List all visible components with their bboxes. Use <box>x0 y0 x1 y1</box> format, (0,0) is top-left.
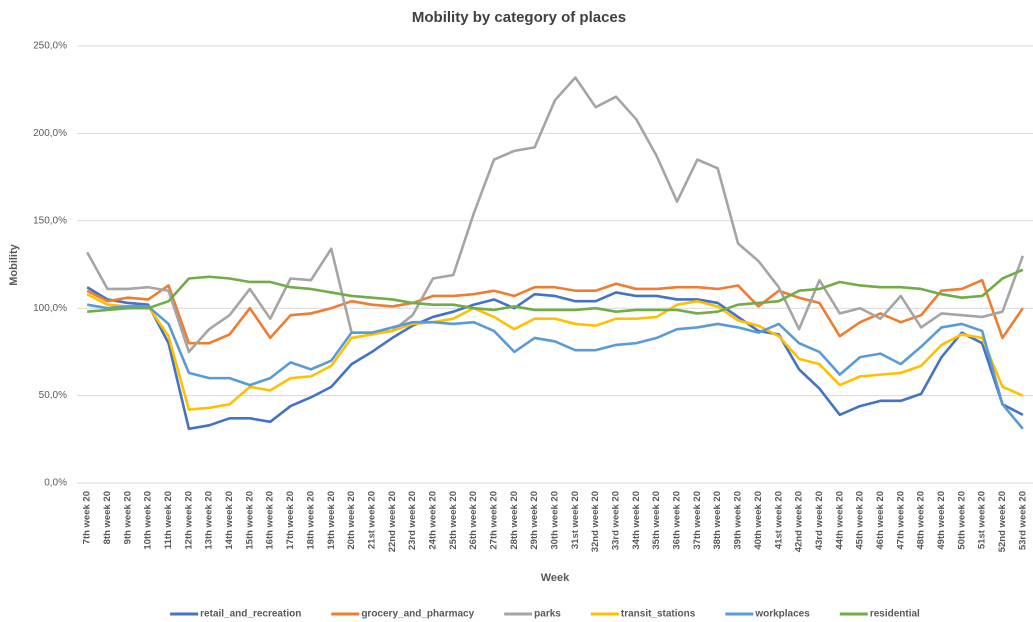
series-line <box>86 76 1025 354</box>
x-tick-label: 25th week 20 <box>448 491 459 550</box>
x-tick-label: 43rd week 20 <box>814 491 825 550</box>
x-tick-label: 14th week 20 <box>224 491 235 550</box>
x-tick-label: 42nd week 20 <box>794 491 805 552</box>
y-tick-label: 100,0% <box>33 303 67 314</box>
x-tick-label: 26th week 20 <box>468 491 479 550</box>
x-axis-title: Week <box>541 572 570 584</box>
x-tick-label: 8th week 20 <box>102 491 113 544</box>
x-tick-label: 16th week 20 <box>265 491 276 550</box>
legend-label: retail_and_recreation <box>200 609 301 620</box>
x-tick-label: 22nd week 20 <box>387 491 398 552</box>
x-tick-label: 18th week 20 <box>305 491 316 550</box>
series-line <box>86 278 1024 345</box>
legend-label: workplaces <box>754 609 810 620</box>
x-tick-label: 46th week 20 <box>875 491 886 550</box>
x-tick-label: 20th week 20 <box>346 491 357 550</box>
x-tick-label: 15th week 20 <box>244 491 255 550</box>
legend-label: grocery_and_pharmacy <box>361 609 474 620</box>
x-tick-label: 19th week 20 <box>326 491 337 550</box>
legend-label: parks <box>534 609 561 620</box>
y-tick-label: 0,0% <box>44 478 67 489</box>
x-tick-label: 17th week 20 <box>285 491 296 550</box>
x-tick-label: 24th week 20 <box>427 491 438 550</box>
x-tick-label: 50th week 20 <box>956 491 967 550</box>
x-tick-label: 44th week 20 <box>834 491 845 550</box>
x-tick-label: 52nd week 20 <box>997 491 1008 552</box>
x-tick-label: 7th week 20 <box>82 491 93 544</box>
x-tick-label: 38th week 20 <box>712 491 723 550</box>
x-tick-label: 49th week 20 <box>936 491 947 550</box>
x-tick-label: 12th week 20 <box>183 491 194 550</box>
y-tick-label: 150,0% <box>33 215 67 226</box>
series-line <box>86 293 1024 411</box>
x-tick-label: 13th week 20 <box>204 491 215 550</box>
legend-label: residential <box>870 609 920 620</box>
y-tick-label: 50,0% <box>39 390 67 401</box>
x-tick-label: 47th week 20 <box>895 491 906 550</box>
x-tick-label: 28th week 20 <box>509 491 520 550</box>
x-tick-label: 45th week 20 <box>855 491 866 550</box>
legend-label: transit_stations <box>621 609 696 620</box>
x-tick-label: 53rd week 20 <box>1017 491 1028 550</box>
y-axis-title: Mobility <box>8 243 20 285</box>
x-tick-label: 51st week 20 <box>977 491 988 549</box>
x-tick-label: 40th week 20 <box>753 491 764 550</box>
x-tick-label: 9th week 20 <box>122 491 133 544</box>
x-tick-label: 11th week 20 <box>163 491 174 549</box>
x-tick-label: 35th week 20 <box>651 491 662 550</box>
x-tick-label: 37th week 20 <box>692 491 703 550</box>
series-line <box>86 286 1024 431</box>
x-tick-label: 10th week 20 <box>143 491 154 550</box>
y-tick-label: 200,0% <box>33 128 67 139</box>
x-tick-label: 39th week 20 <box>733 491 744 550</box>
y-tick-label: 250,0% <box>33 41 67 52</box>
series-line <box>86 303 1024 430</box>
x-tick-label: 33rd week 20 <box>611 491 622 550</box>
x-tick-label: 23rd week 20 <box>407 491 418 550</box>
x-tick-label: 27th week 20 <box>488 491 499 550</box>
x-tick-label: 21st week 20 <box>366 491 377 549</box>
series-line <box>87 268 1024 315</box>
x-tick-label: 29th week 20 <box>529 491 540 550</box>
x-tick-label: 34th week 20 <box>631 491 642 550</box>
x-tick-label: 30th week 20 <box>550 491 561 550</box>
x-tick-label: 31st week 20 <box>570 491 581 549</box>
x-tick-label: 41st week 20 <box>773 491 784 549</box>
x-tick-label: 36th week 20 <box>672 491 683 550</box>
x-tick-label: 32nd week 20 <box>590 491 601 552</box>
chart-title: Mobility by category of places <box>412 9 626 26</box>
x-tick-label: 48th week 20 <box>916 491 927 550</box>
